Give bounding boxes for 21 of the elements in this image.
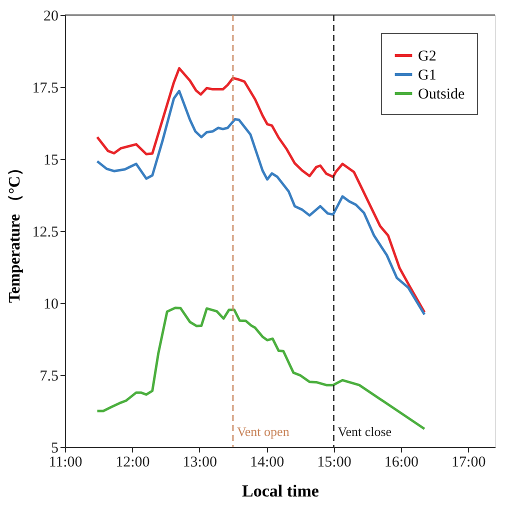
y-tick-label: 5 xyxy=(51,440,58,456)
y-axis-title: Temperature （°C） xyxy=(6,160,24,303)
legend-label: G1 xyxy=(418,68,436,84)
x-tick-label: 16:00 xyxy=(384,454,419,470)
x-tick-label: 14:00 xyxy=(250,454,284,470)
x-tick-label: 15:00 xyxy=(317,454,352,470)
y-tick-label: 15 xyxy=(44,152,58,168)
y-tick-label: 7.5 xyxy=(40,368,58,384)
x-tick-label: 11:00 xyxy=(48,454,82,470)
x-tick-label: 13:00 xyxy=(182,454,217,470)
legend-label: G2 xyxy=(418,48,436,64)
ref-line-label: Vent close xyxy=(338,424,392,439)
y-tick-label: 17.5 xyxy=(32,80,58,96)
x-tick-label: 17:00 xyxy=(452,454,486,470)
y-tick-label: 10 xyxy=(44,296,58,312)
y-tick-label: 20 xyxy=(44,8,58,24)
y-tick-label: 12.5 xyxy=(32,224,58,240)
x-axis-title: Local time xyxy=(242,482,320,500)
x-tick-label: 12:00 xyxy=(116,454,150,470)
ref-line-label: Vent open xyxy=(236,424,290,439)
legend-label: Outside xyxy=(418,86,466,102)
